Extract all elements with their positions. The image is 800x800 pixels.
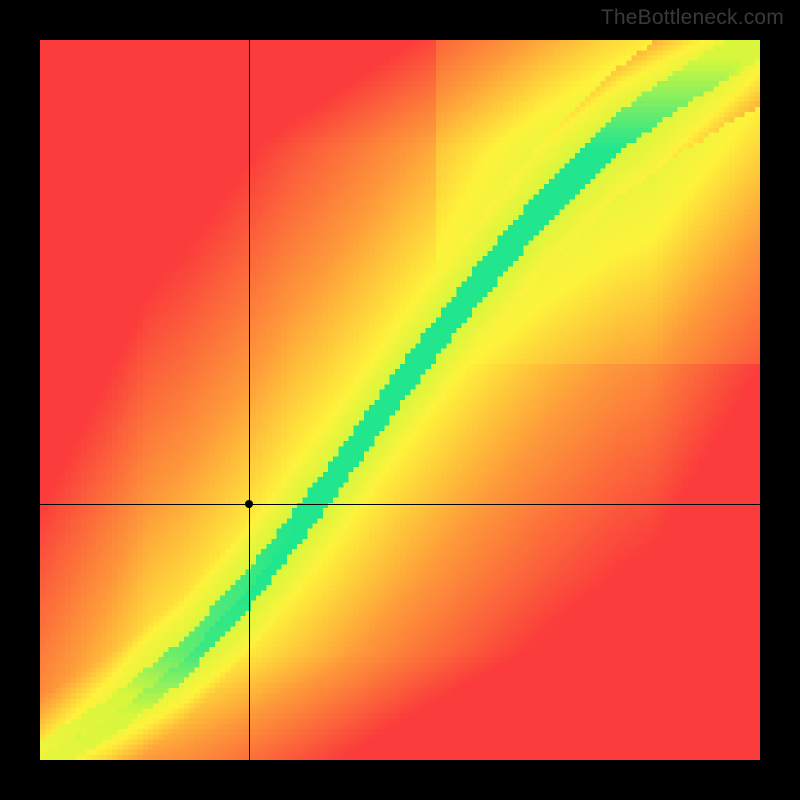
crosshair-vertical (249, 40, 250, 760)
crosshair-marker (245, 500, 253, 508)
plot-area (40, 40, 760, 760)
crosshair-horizontal (40, 504, 760, 505)
watermark-text: TheBottleneck.com (601, 6, 784, 30)
bottleneck-heatmap (40, 40, 760, 760)
